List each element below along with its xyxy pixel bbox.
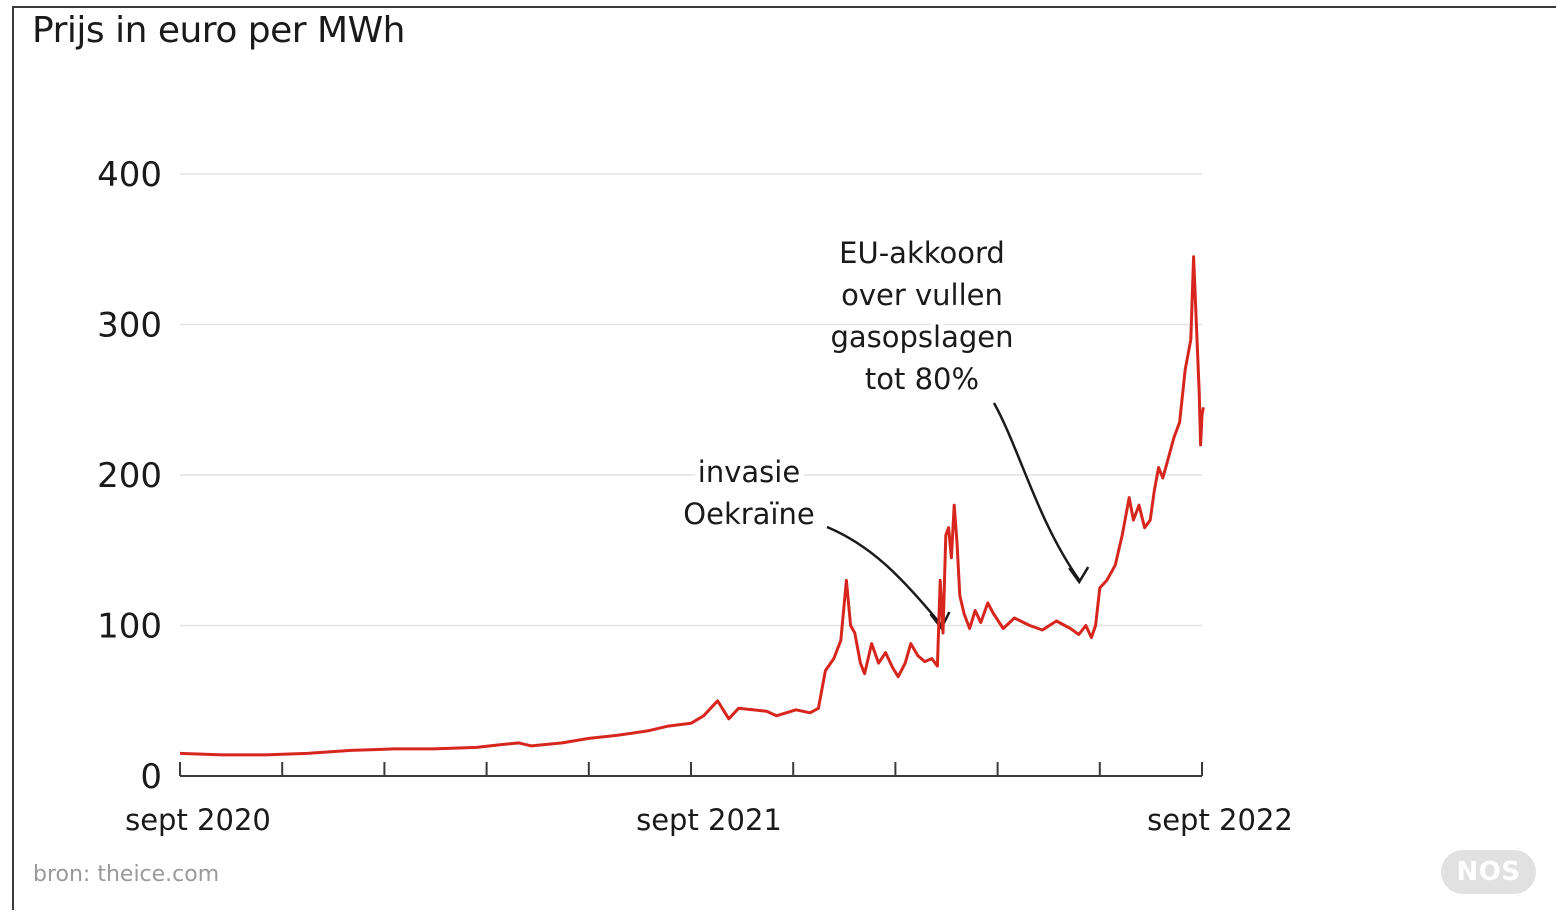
nos-logo: NOS [1441, 850, 1536, 894]
chart-frame [12, 6, 1556, 910]
annotation-eu-akkoord-line: tot 80% [865, 362, 979, 396]
annotation-eu-akkoord-line: over vullen [841, 278, 1003, 312]
y-tick-label-0: 0 [140, 757, 162, 797]
y-tick-label-100: 100 [97, 607, 162, 647]
y-tick-label-200: 200 [97, 456, 162, 496]
gridlines [180, 173, 1202, 627]
y-tick-label-400: 400 [97, 155, 162, 195]
annotation-invasie-arrow [826, 525, 943, 626]
annotation-eu-akkoord-line: gasopslagen [830, 320, 1013, 354]
chart-title: Prijs in euro per MWh [32, 10, 406, 51]
annotation-invasie-line: Oekraïne [683, 497, 814, 531]
annotation-invasie-line: invasie [698, 455, 800, 489]
y-tick-label-300: 300 [97, 306, 162, 346]
x-axis: sept 2020 sept 2021 sept 2022 [125, 762, 1293, 837]
y-axis-tick-labels: 0 100 200 300 400 [97, 155, 162, 797]
x-tick-label: sept 2022 [1147, 803, 1293, 837]
x-tick-label: sept 2020 [125, 803, 271, 837]
series-lines [179, 255, 1205, 757]
annotation-eu-akkoord-arrowhead [1068, 566, 1090, 585]
annotations: invasie Oekraïne EU-akkoord over vullen gaso… [678, 231, 1090, 631]
x-tick-label: sept 2021 [636, 803, 782, 837]
source-note: bron: theice.com [33, 862, 220, 887]
series-line-0 [179, 255, 1205, 757]
annotation-eu-akkoord-line: EU-akkoord [839, 236, 1005, 270]
annotation-eu-akkoord-arrow [992, 402, 1081, 581]
